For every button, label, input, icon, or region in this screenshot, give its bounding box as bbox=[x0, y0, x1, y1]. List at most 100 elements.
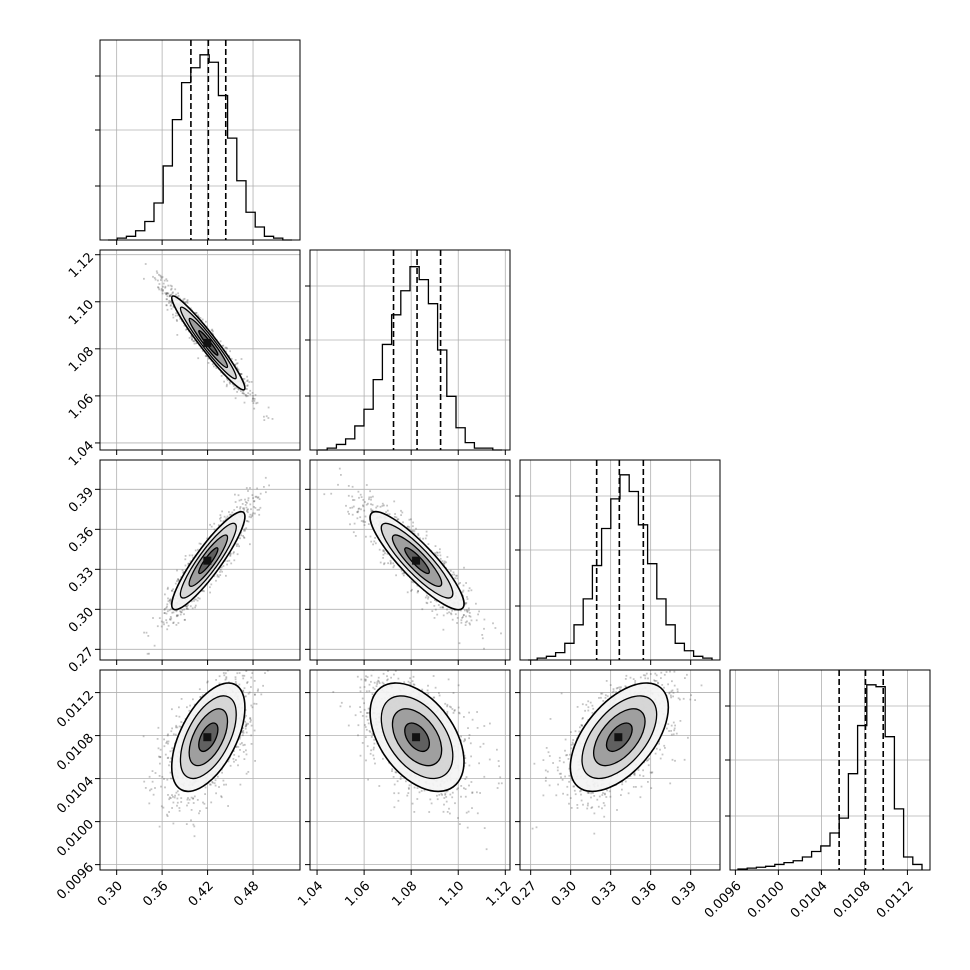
sample-point bbox=[190, 819, 192, 822]
sample-point bbox=[156, 272, 159, 274]
sample-point bbox=[186, 798, 189, 801]
sample-point bbox=[157, 726, 160, 729]
sample-point bbox=[201, 350, 204, 352]
sample-point bbox=[224, 672, 227, 675]
sample-point bbox=[235, 745, 238, 748]
sample-point bbox=[244, 727, 247, 730]
sample-point bbox=[146, 652, 149, 655]
sample-point bbox=[199, 696, 202, 698]
sample-point bbox=[167, 284, 170, 287]
sample-point bbox=[225, 517, 228, 520]
sample-point bbox=[241, 730, 244, 733]
sample-point bbox=[450, 613, 453, 616]
sample-point bbox=[383, 562, 386, 565]
sample-point bbox=[180, 576, 182, 579]
sample-point bbox=[249, 487, 251, 489]
sample-point bbox=[230, 513, 232, 516]
sample-point bbox=[351, 485, 354, 488]
sample-point bbox=[417, 532, 420, 535]
sample-point bbox=[362, 519, 365, 522]
sample-point bbox=[180, 797, 183, 799]
sample-point bbox=[412, 521, 414, 524]
sample-point bbox=[164, 593, 166, 596]
sample-point bbox=[208, 357, 210, 360]
sample-point bbox=[172, 611, 175, 614]
sample-point bbox=[253, 500, 255, 503]
sample-point bbox=[251, 515, 254, 517]
sample-point bbox=[246, 384, 249, 387]
sample-point bbox=[195, 342, 198, 345]
sample-point bbox=[226, 563, 228, 566]
sample-point bbox=[209, 591, 211, 594]
sample-point bbox=[195, 312, 197, 314]
sample-point bbox=[172, 622, 175, 624]
sample-point bbox=[219, 574, 222, 576]
sample-point bbox=[388, 513, 391, 516]
sample-point bbox=[452, 571, 455, 574]
sample-point bbox=[239, 743, 242, 746]
sample-point bbox=[180, 611, 183, 614]
sample-point bbox=[225, 574, 227, 577]
sample-point bbox=[171, 285, 173, 288]
sample-point bbox=[356, 511, 359, 513]
sample-point bbox=[347, 510, 349, 513]
sample-point bbox=[169, 601, 172, 604]
sample-point bbox=[187, 802, 190, 804]
sample-point bbox=[197, 315, 200, 318]
sample-point bbox=[425, 534, 428, 537]
sample-point bbox=[165, 292, 168, 295]
sample-point bbox=[370, 540, 373, 543]
sample-point bbox=[383, 550, 386, 553]
sample-point bbox=[237, 494, 240, 497]
sample-point bbox=[240, 373, 242, 375]
sample-point bbox=[169, 598, 172, 601]
sample-point bbox=[247, 508, 249, 511]
sample-point bbox=[169, 599, 171, 602]
sample-point bbox=[162, 290, 164, 292]
sample-point bbox=[243, 378, 246, 380]
sample-point bbox=[187, 562, 190, 565]
sample-point bbox=[450, 612, 452, 615]
sample-point bbox=[243, 687, 246, 690]
sample-point bbox=[165, 606, 168, 609]
sample-point bbox=[469, 615, 472, 618]
sample-point bbox=[426, 602, 429, 605]
sample-point bbox=[144, 263, 147, 265]
sample-point bbox=[244, 501, 247, 503]
sample-point bbox=[237, 388, 240, 391]
sample-point bbox=[246, 379, 249, 382]
sample-point bbox=[370, 510, 373, 513]
sample-point bbox=[435, 600, 438, 603]
sample-point bbox=[230, 665, 232, 667]
sample-point bbox=[175, 615, 178, 618]
sample-point bbox=[247, 692, 250, 695]
sample-point bbox=[239, 506, 242, 508]
sample-point bbox=[154, 772, 157, 774]
sample-point bbox=[433, 605, 436, 607]
sample-point bbox=[219, 571, 221, 573]
sample-point bbox=[186, 706, 188, 709]
sample-point bbox=[213, 575, 216, 578]
sample-point bbox=[408, 518, 411, 521]
sample-point bbox=[427, 597, 429, 600]
sample-point bbox=[360, 508, 362, 511]
sample-point bbox=[245, 506, 248, 509]
sample-point bbox=[167, 600, 170, 603]
sample-point bbox=[188, 709, 191, 712]
sample-point bbox=[167, 597, 169, 600]
sample-point bbox=[349, 507, 352, 509]
sample-point bbox=[365, 484, 368, 486]
hist-panel-frame-3 bbox=[729, 669, 931, 871]
sample-point bbox=[159, 274, 162, 277]
sample-point bbox=[170, 617, 173, 620]
sample-point bbox=[347, 494, 350, 497]
sample-point bbox=[183, 570, 185, 573]
sample-point bbox=[253, 702, 256, 705]
sample-point bbox=[238, 683, 241, 686]
sample-point bbox=[183, 619, 186, 621]
sample-point bbox=[215, 792, 217, 795]
sample-point bbox=[382, 549, 385, 551]
sample-point bbox=[197, 357, 200, 360]
sample-point bbox=[357, 510, 360, 513]
sample-point bbox=[160, 288, 163, 290]
